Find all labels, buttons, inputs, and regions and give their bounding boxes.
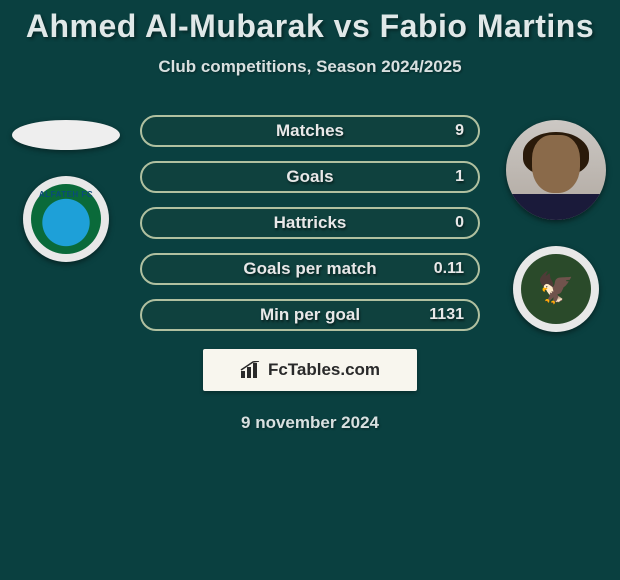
comparison-card: Ahmed Al-Mubarak vs Fabio Martins Club c…	[0, 0, 620, 433]
stat-row-min-per-goal: Min per goal 1131	[140, 299, 480, 331]
stats-list: Matches 9 Goals 1 Hattricks 0 Goals per …	[0, 115, 620, 331]
stat-row-hattricks: Hattricks 0	[140, 207, 480, 239]
bar-chart-icon	[240, 361, 262, 379]
stat-label: Goals	[142, 167, 478, 187]
stat-value-right: 0.11	[434, 260, 464, 278]
stat-value-right: 1	[455, 168, 464, 186]
stat-row-goals-per-match: Goals per match 0.11	[140, 253, 480, 285]
date-text: 9 november 2024	[0, 413, 620, 433]
stat-value-right: 0	[455, 214, 464, 232]
stat-label: Hattricks	[142, 213, 478, 233]
stat-label: Matches	[142, 121, 478, 141]
branding-text: FcTables.com	[268, 360, 380, 380]
stat-row-matches: Matches 9	[140, 115, 480, 147]
stat-label: Min per goal	[142, 305, 478, 325]
page-title: Ahmed Al-Mubarak vs Fabio Martins	[0, 0, 620, 45]
stat-row-goals: Goals 1	[140, 161, 480, 193]
stat-label: Goals per match	[142, 259, 478, 279]
branding-box[interactable]: FcTables.com	[203, 349, 417, 391]
subtitle: Club competitions, Season 2024/2025	[0, 57, 620, 77]
stat-value-right: 9	[455, 122, 464, 140]
stat-value-right: 1131	[429, 306, 464, 324]
